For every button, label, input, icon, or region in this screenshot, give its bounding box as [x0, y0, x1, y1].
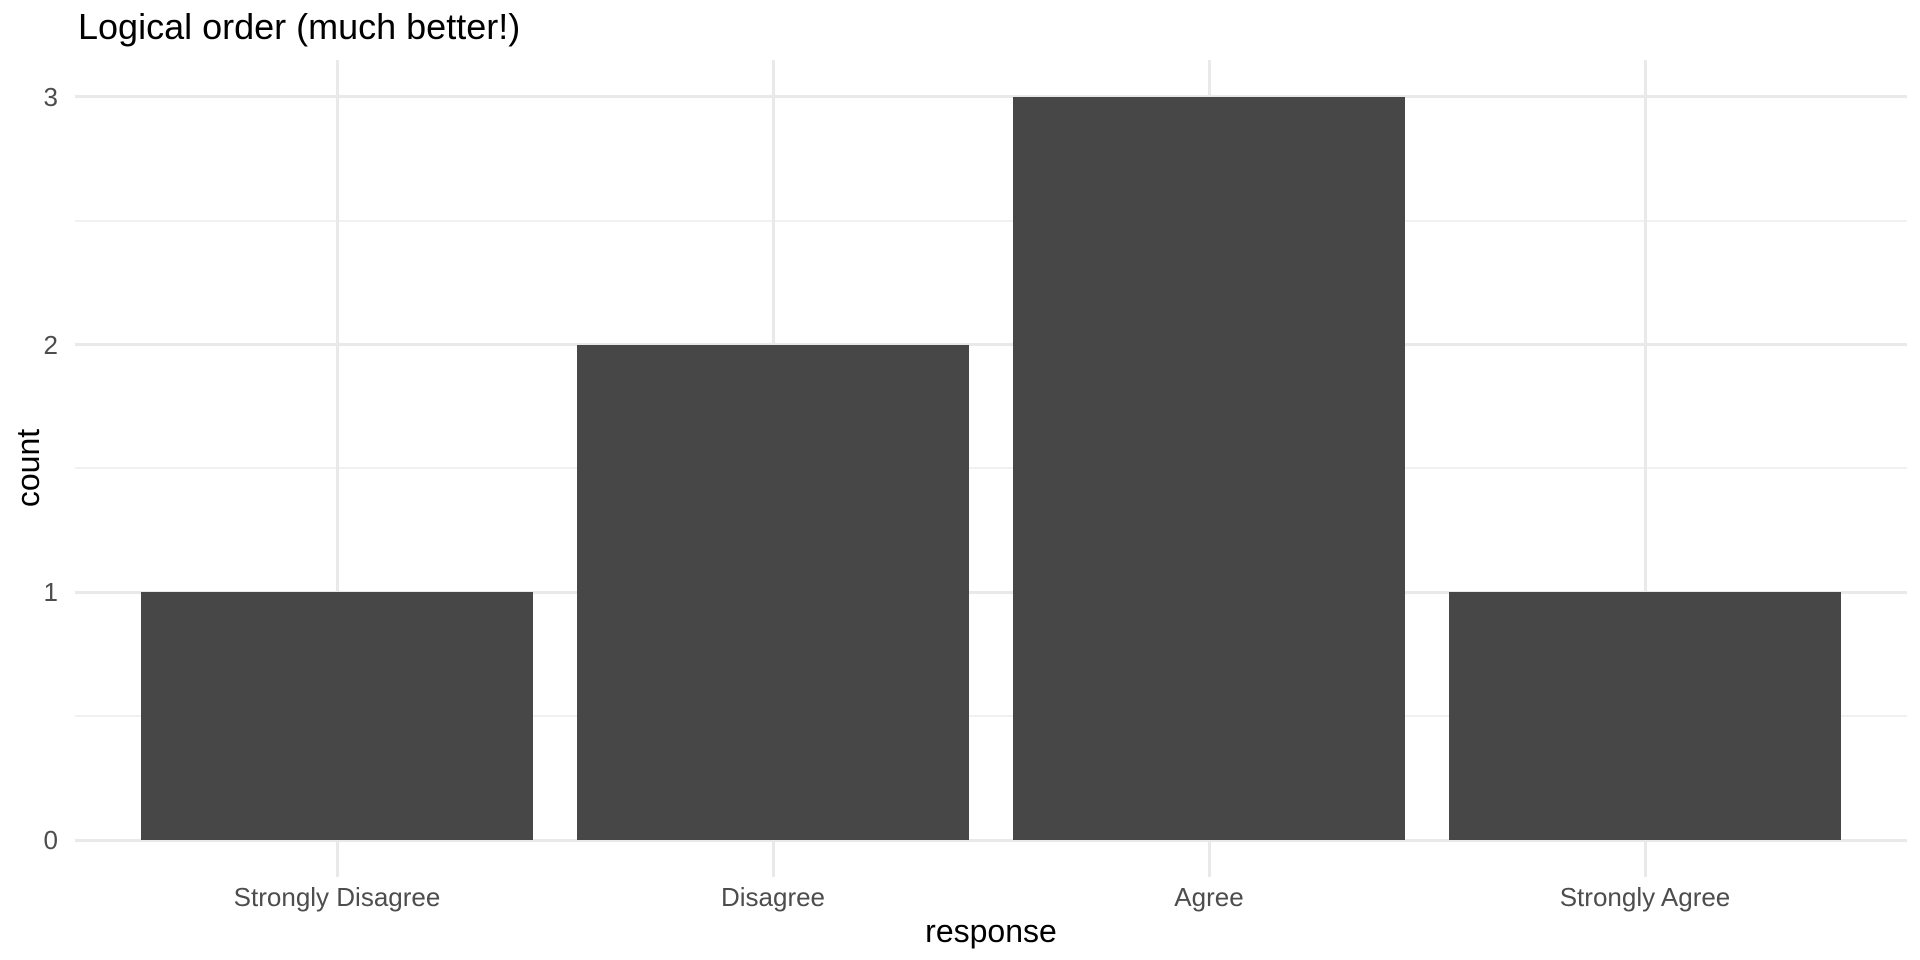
gridline-x-major	[1643, 60, 1647, 877]
gridline-y-major	[75, 838, 1907, 842]
y-tick-label: 0	[43, 825, 58, 855]
x-tick-label: Agree	[1174, 882, 1244, 912]
gridline-x-major	[335, 60, 339, 877]
gridline-y-major	[75, 343, 1907, 347]
gridline-y-major	[75, 590, 1907, 594]
gridline-y-minor	[75, 219, 1907, 222]
x-tick-label: Strongly Disagree	[233, 882, 441, 912]
bar-strongly-agree	[1449, 592, 1841, 840]
gridline-y-minor	[75, 467, 1907, 470]
y-tick-label: 3	[43, 81, 58, 112]
chart-title: Logical order (much better!)	[78, 6, 521, 47]
bar-strongly-disagree	[141, 592, 533, 840]
y-axis-title: count	[10, 428, 46, 508]
y-tick-label: 2	[43, 329, 58, 360]
x-axis-title: response	[925, 913, 1057, 949]
y-tick-label: 1	[43, 577, 58, 608]
gridline-y-major	[75, 95, 1907, 99]
gridline-y-minor	[75, 715, 1907, 718]
x-tick-label: Strongly Agree	[1559, 882, 1731, 912]
bar-agree	[1013, 96, 1405, 840]
bar-disagree	[577, 344, 969, 840]
x-tick-label: Disagree	[720, 882, 826, 912]
